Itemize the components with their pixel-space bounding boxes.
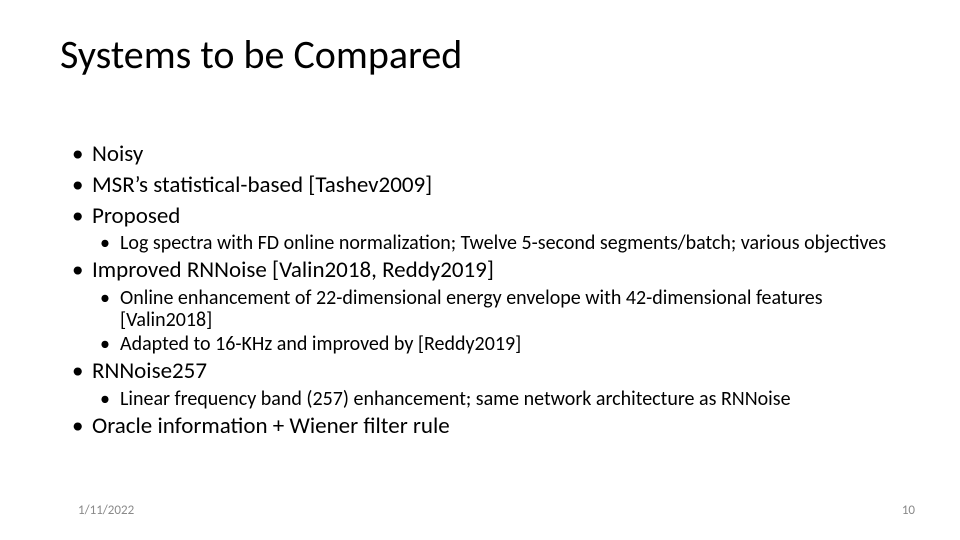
bullet-proposed: Proposed — [72, 202, 900, 231]
slide: Systems to be Compared Noisy MSR’s stati… — [0, 0, 960, 540]
bullet-proposed-detail: Log spectra with FD online normalization… — [100, 232, 900, 254]
bullet-rnnoise-detail1: Online enhancement of 22-dimensional ene… — [100, 287, 900, 331]
bullet-rnnoise: Improved RNNoise [Valin2018, Reddy2019] — [72, 256, 900, 285]
footer-page-number: 10 — [902, 503, 915, 518]
bullet-oracle: Oracle information + Wiener filter rule — [72, 412, 900, 441]
bullet-msr: MSR’s statistical-based [Tashev2009] — [72, 171, 900, 200]
bullet-list: Noisy MSR’s statistical-based [Tashev200… — [72, 140, 900, 441]
bullet-rnnoise257: RNNoise257 — [72, 357, 900, 386]
bullet-rnnoise257-detail: Linear frequency band (257) enhancement;… — [100, 388, 900, 410]
bullet-rnnoise-detail2: Adapted to 16-KHz and improved by [Reddy… — [100, 333, 900, 355]
slide-content: Noisy MSR’s statistical-based [Tashev200… — [72, 140, 900, 443]
slide-title: Systems to be Compared — [60, 30, 462, 79]
bullet-noisy: Noisy — [72, 140, 900, 169]
footer-date: 1/11/2022 — [78, 503, 134, 518]
